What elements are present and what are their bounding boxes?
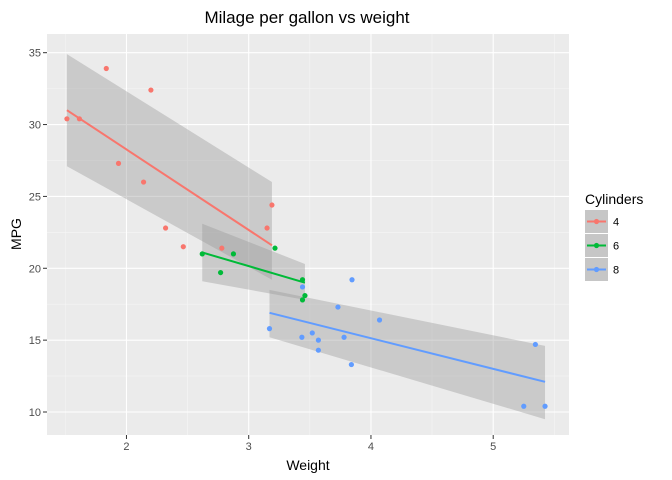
legend-title: Cylinders xyxy=(585,191,643,207)
plot-panel xyxy=(47,34,569,435)
fit-lines xyxy=(66,109,546,383)
data-point-8 xyxy=(542,403,548,409)
data-point-6 xyxy=(230,251,237,257)
data-point-4 xyxy=(76,116,82,122)
data-point-8 xyxy=(521,403,527,409)
data-point-8 xyxy=(299,284,306,290)
data-point-8 xyxy=(266,326,273,332)
confidence-band-4 xyxy=(66,54,272,280)
confidence-band-6 xyxy=(202,223,305,300)
fit-line-8 xyxy=(269,311,546,383)
y-tick-label: 25 xyxy=(29,191,41,203)
data-point-8 xyxy=(349,277,355,283)
data-point-4 xyxy=(140,179,147,185)
data-point-4 xyxy=(180,244,186,250)
chart-title: Milage per gallon vs weight xyxy=(204,8,409,27)
data-point-6 xyxy=(272,245,278,251)
fit-line-4 xyxy=(66,109,273,247)
data-point-8 xyxy=(315,347,321,353)
data-point-4 xyxy=(264,225,270,231)
legend-keys: 4 6 8 xyxy=(585,210,619,281)
y-tick-label: 35 xyxy=(29,48,41,60)
data-points xyxy=(64,65,548,409)
legend: Cylinders 4 6 8 xyxy=(585,191,643,281)
data-point-8 xyxy=(348,361,354,368)
data-point-8 xyxy=(335,304,341,310)
y-tick-label: 20 xyxy=(29,263,41,275)
data-point-4 xyxy=(269,202,275,208)
data-point-6 xyxy=(199,251,205,257)
data-point-6 xyxy=(302,292,308,299)
data-point-8 xyxy=(315,337,321,343)
legend-key-point-8 xyxy=(593,266,600,273)
x-tick-label: 4 xyxy=(368,441,374,453)
legend-label-6: 6 xyxy=(613,241,619,253)
grid-major xyxy=(47,34,569,435)
data-point-4 xyxy=(148,87,154,93)
y-axis: 10 15 20 25 30 35 xyxy=(29,48,47,419)
data-point-4 xyxy=(64,116,70,122)
data-point-8 xyxy=(532,341,538,348)
y-tick-label: 15 xyxy=(29,335,41,347)
data-point-4 xyxy=(115,160,122,166)
legend-key-point-4 xyxy=(593,218,600,225)
data-point-8 xyxy=(299,334,305,340)
data-point-8 xyxy=(309,330,315,336)
data-point-8 xyxy=(376,317,383,323)
data-point-4 xyxy=(162,225,169,231)
y-tick-label: 10 xyxy=(29,407,41,419)
data-point-6 xyxy=(217,269,224,276)
data-point-6 xyxy=(299,277,306,283)
confidence-bands xyxy=(66,54,546,420)
data-point-8 xyxy=(341,334,347,340)
grid-minor xyxy=(47,34,569,435)
y-axis-title: MPG xyxy=(8,218,24,250)
confidence-band-8 xyxy=(269,289,546,420)
y-tick-label: 30 xyxy=(29,120,41,132)
data-point-6 xyxy=(299,297,306,303)
data-point-4 xyxy=(219,245,225,251)
legend-label-8: 8 xyxy=(613,265,619,277)
legend-label-4: 4 xyxy=(613,217,619,229)
legend-key-point-6 xyxy=(593,242,600,249)
x-tick-label: 2 xyxy=(123,441,129,453)
x-axis: 2 3 4 5 xyxy=(123,435,496,453)
x-tick-label: 3 xyxy=(246,441,252,453)
data-point-4 xyxy=(103,65,109,72)
fit-line-6 xyxy=(201,251,306,284)
x-tick-label: 5 xyxy=(490,441,496,453)
x-axis-title: Weight xyxy=(286,457,329,473)
